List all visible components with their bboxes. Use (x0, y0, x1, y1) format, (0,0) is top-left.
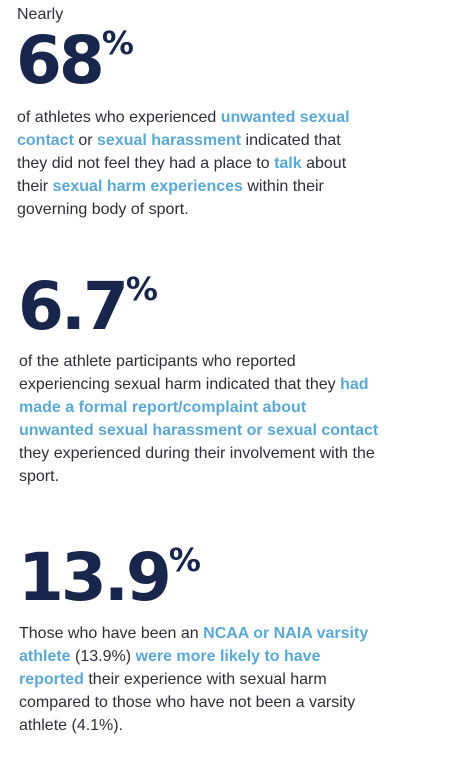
stat-number-value: 68 (16, 22, 105, 99)
stat-number: 6.7% (18, 270, 158, 340)
text-segment: about their (17, 155, 347, 195)
stat-description: Those who have been an NCAA or NAIA vars… (19, 622, 374, 737)
stat-number: 68% (16, 24, 134, 94)
highlight-text: NCAA or NAIA varsity athlete (19, 625, 369, 665)
percent-sign: % (125, 270, 158, 308)
stat-lead-text: Nearly (17, 6, 64, 23)
stat-description: of the athlete participants who reported… (19, 350, 379, 488)
text-segment: (13.9%) (70, 648, 136, 665)
stat-number-value: 6.7 (18, 268, 129, 345)
highlight-text: sexual harassment (97, 132, 242, 149)
stat-number: 13.9% (18, 541, 201, 611)
highlight-text: sexual harm experiences (52, 178, 243, 195)
percent-sign: % (101, 24, 134, 62)
text-segment: or (73, 132, 98, 149)
highlight-text: talk (274, 155, 302, 172)
text-segment: of athletes who experienced (17, 109, 221, 126)
highlight-text: were more likely to have reported (19, 648, 321, 688)
text-segment: within their governing body of sport. (17, 178, 324, 218)
stat-description: of athletes who experienced unwanted sex… (17, 106, 367, 221)
stat-number-value: 13.9 (18, 539, 172, 616)
text-segment: they experienced during their involvemen… (19, 445, 375, 485)
highlight-text: unwanted sexual contact (17, 109, 350, 149)
percent-sign: % (168, 541, 201, 579)
highlight-text: had made a formal report/complaint about… (19, 376, 379, 439)
text-segment: Those who have been an (19, 625, 204, 642)
text-segment: indicated that they did not feel they ha… (17, 132, 341, 172)
text-segment: their experience with sexual harm compar… (19, 671, 356, 734)
text-segment: of the athlete participants who reported… (19, 353, 341, 393)
